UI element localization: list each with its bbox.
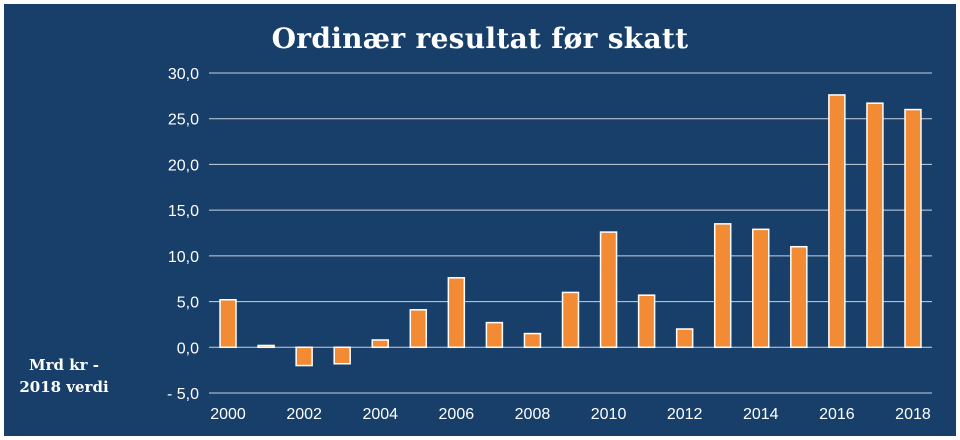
bar-2013 — [713, 223, 732, 349]
bar-2000 — [219, 298, 237, 349]
y-tick-label: 5,0 — [177, 295, 199, 312]
y-tick-label: 0,0 — [177, 340, 199, 357]
bar-2004 — [371, 339, 389, 349]
x-tick-label: 2018 — [895, 406, 931, 423]
y-axis-label: Mrd kr - 2018 verdi — [4, 354, 124, 398]
bar-2011 — [637, 294, 656, 349]
x-tick-label: 2006 — [439, 406, 475, 423]
bar-2008 — [523, 332, 542, 349]
y-tick-label: 25,0 — [168, 112, 199, 129]
bar-2018 — [904, 108, 922, 349]
x-tick-label: 2010 — [591, 406, 627, 423]
y-tick-label: - 5,0 — [167, 386, 199, 403]
bar-2014 — [752, 228, 770, 349]
bar-2003 — [333, 346, 351, 365]
bar-2002 — [295, 346, 313, 367]
bar-2006 — [447, 277, 466, 349]
y-tick-label: 10,0 — [168, 249, 199, 266]
bar-2001 — [257, 344, 275, 349]
bar-2007 — [485, 321, 504, 349]
x-tick-label: 2002 — [286, 406, 322, 423]
x-tick-label: 2014 — [743, 406, 779, 423]
y-axis-label-line-1: Mrd kr - — [29, 356, 99, 374]
y-tick-label: 15,0 — [168, 203, 199, 220]
y-tick-label: 20,0 — [168, 157, 199, 174]
chart-panel: Ordinær resultat før skatt - 5,0 0,0 5,0 10… — [4, 4, 956, 436]
bar-2009 — [561, 291, 580, 349]
chart-title: Ordinær resultat før skatt — [271, 22, 689, 55]
x-tick-label: 2008 — [515, 406, 551, 423]
x-tick-label: 2016 — [819, 406, 855, 423]
x-tick-label: 2000 — [210, 406, 246, 423]
x-tick-label: 2004 — [362, 406, 398, 423]
bar-2015 — [790, 245, 808, 349]
x-tick-label: 2012 — [667, 406, 703, 423]
y-tick-label: 30,0 — [168, 66, 199, 83]
bar-chart: - 5,0 0,0 5,0 10,0 15,0 20,0 25,0 30,0 2000 2002 2… — [167, 66, 932, 423]
bar-2012 — [675, 328, 694, 349]
bar-2010 — [599, 231, 618, 349]
bar-2017 — [866, 102, 884, 349]
y-axis-label-line-2: 2018 verdi — [19, 378, 109, 396]
bar-2005 — [409, 309, 428, 349]
bar-2016 — [828, 94, 846, 349]
